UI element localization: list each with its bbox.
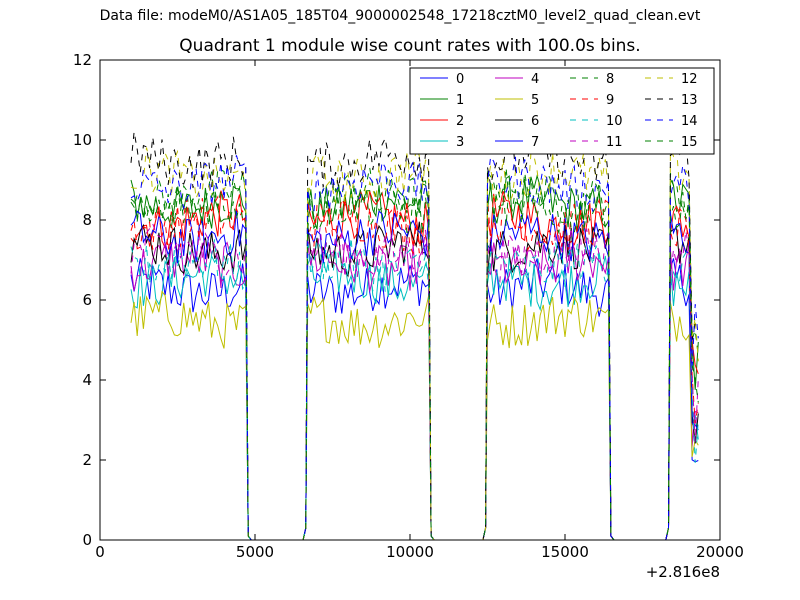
chart-title: Quadrant 1 module wise count rates with … [179, 36, 641, 56]
legend-label-12: 12 [681, 72, 698, 87]
series-line-3 [130, 251, 699, 540]
y-tick-label: 0 [82, 531, 92, 549]
legend-label-1: 1 [456, 93, 464, 108]
series-line-12 [130, 147, 699, 540]
legend-label-4: 4 [531, 72, 539, 87]
x-tick-label: 10000 [386, 543, 434, 561]
legend-label-8: 8 [606, 72, 614, 87]
x-tick-label: 15000 [541, 543, 589, 561]
legend-label-14: 14 [681, 114, 698, 129]
y-tick-label: 12 [73, 51, 92, 69]
x-tick-label: 0 [95, 543, 105, 561]
legend-label-5: 5 [531, 93, 539, 108]
legend-label-6: 6 [531, 114, 539, 129]
series-line-5 [130, 290, 699, 540]
series-line-4 [130, 239, 699, 540]
series-line-13 [130, 129, 699, 540]
series-line-9 [130, 195, 699, 540]
series-line-10 [130, 237, 699, 540]
y-tick-label: 10 [73, 131, 92, 149]
series-line-6 [130, 221, 699, 540]
legend-label-11: 11 [606, 135, 623, 150]
plot-area [130, 129, 699, 540]
series-line-1 [130, 173, 699, 540]
x-offset-label: +2.816e8 [646, 563, 720, 581]
x-tick-label: 20000 [696, 543, 744, 561]
legend-label-2: 2 [456, 114, 464, 129]
legend-label-15: 15 [681, 135, 698, 150]
y-tick-label: 6 [82, 291, 92, 309]
legend-label-0: 0 [456, 72, 464, 87]
series-line-7 [130, 209, 699, 540]
y-tick-label: 8 [82, 211, 92, 229]
legend-label-3: 3 [456, 135, 464, 150]
y-tick-label: 4 [82, 371, 92, 389]
series-line-14 [130, 155, 699, 540]
legend-label-13: 13 [681, 93, 698, 108]
legend-label-10: 10 [606, 114, 623, 129]
series-line-0 [130, 258, 699, 540]
figure-suptitle: Data file: modeM0/AS1A05_185T04_90000025… [99, 8, 701, 24]
legend-label-9: 9 [606, 93, 614, 108]
series-line-11 [130, 222, 699, 540]
y-tick-label: 2 [82, 451, 92, 469]
x-tick-label: 5000 [236, 543, 274, 561]
series-line-8 [130, 167, 699, 540]
legend-label-7: 7 [531, 135, 539, 150]
legend-box [409, 67, 715, 155]
